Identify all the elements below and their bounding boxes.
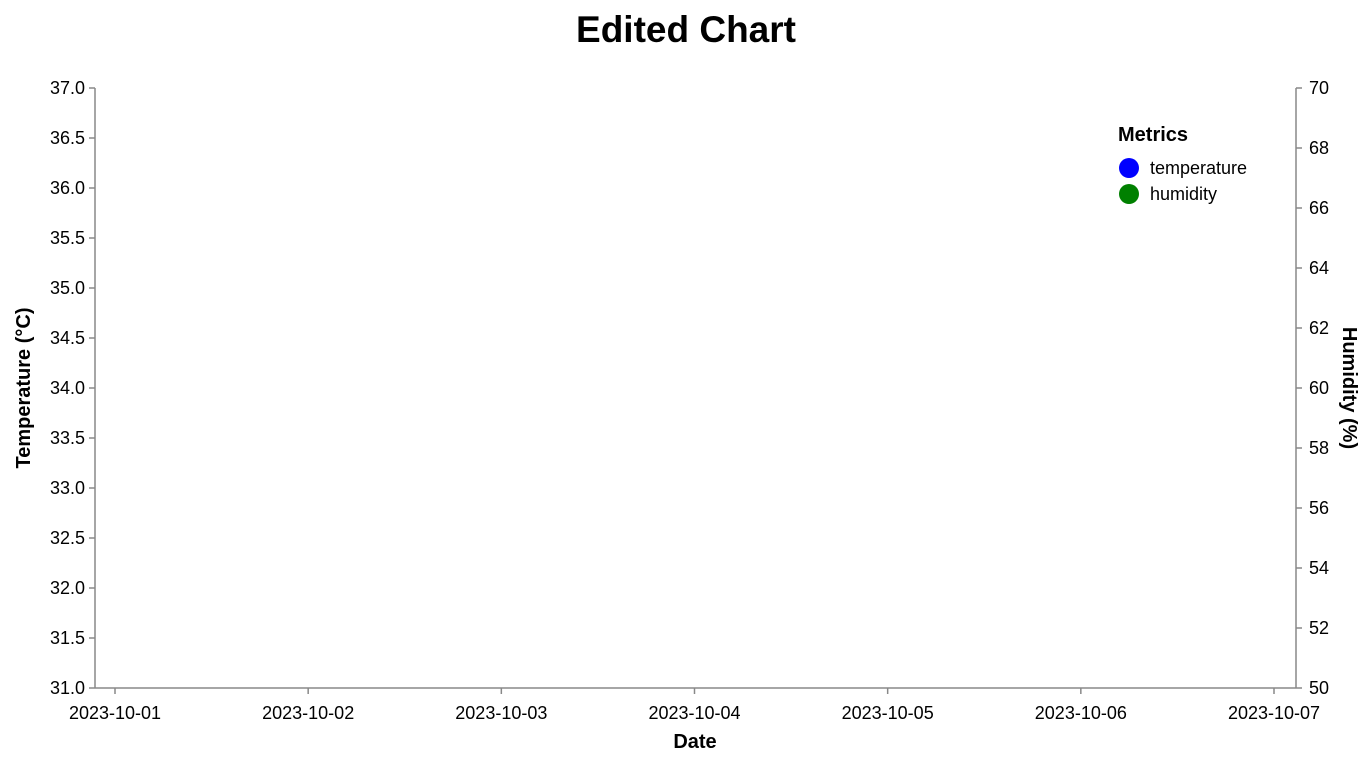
left-y-tick-label: 35.0: [50, 278, 85, 298]
left-y-tick-label: 31.5: [50, 628, 85, 648]
right-y-tick-label: 56: [1309, 498, 1329, 518]
left-y-tick-label: 36.0: [50, 178, 85, 198]
x-tick-label: 2023-10-01: [69, 703, 161, 723]
right-y-tick-label: 66: [1309, 198, 1329, 218]
x-tick-label: 2023-10-02: [262, 703, 354, 723]
legend-swatch-temperature: [1119, 158, 1139, 178]
left-y-tick-label: 33.0: [50, 478, 85, 498]
x-tick-label: 2023-10-05: [842, 703, 934, 723]
right-y-axis-title: Humidity (%): [1338, 327, 1360, 449]
x-tick-label: 2023-10-07: [1228, 703, 1320, 723]
legend-swatch-humidity: [1119, 184, 1139, 204]
left-y-tick-label: 37.0: [50, 78, 85, 98]
right-y-tick-label: 58: [1309, 438, 1329, 458]
right-y-tick-label: 52: [1309, 618, 1329, 638]
right-y-tick-label: 62: [1309, 318, 1329, 338]
left-y-tick-label: 33.5: [50, 428, 85, 448]
x-axis-title: Date: [673, 731, 716, 753]
legend-label-temperature: temperature: [1150, 158, 1247, 178]
legend: Metrics temperature humidity: [1118, 124, 1247, 204]
legend-items: temperature humidity: [1119, 158, 1247, 204]
left-y-tick-label: 32.5: [50, 528, 85, 548]
left-y-tick-label: 31.0: [50, 678, 85, 698]
left-y-tick-label: 35.5: [50, 228, 85, 248]
left-y-tick-label: 32.0: [50, 578, 85, 598]
left-y-tick-label: 34.0: [50, 378, 85, 398]
right-y-axis-ticks: 50 52 54 56 58 60 62 64 66 68 70: [1296, 78, 1329, 698]
right-y-tick-label: 68: [1309, 138, 1329, 158]
plot-area: [94, 88, 1297, 689]
x-tick-label: 2023-10-06: [1035, 703, 1127, 723]
x-tick-label: 2023-10-04: [648, 703, 740, 723]
left-y-axis-title: Temperature (°C): [13, 308, 35, 469]
legend-title: Metrics: [1118, 124, 1188, 146]
x-tick-label: 2023-10-03: [455, 703, 547, 723]
left-y-axis-ticks: 31.0 31.5 32.0 32.5 33.0 33.5 34.0 34.5 35.0 35.5…: [50, 78, 95, 698]
legend-label-humidity: humidity: [1150, 184, 1217, 204]
left-y-tick-label: 36.5: [50, 128, 85, 148]
right-y-tick-label: 70: [1309, 78, 1329, 98]
right-y-tick-label: 50: [1309, 678, 1329, 698]
right-y-tick-label: 64: [1309, 258, 1329, 278]
x-axis-ticks: 2023-10-01 2023-10-02 2023-10-03 2023-10-04…: [69, 688, 1320, 723]
chart-title: Edited Chart: [576, 9, 796, 50]
right-y-tick-label: 54: [1309, 558, 1329, 578]
left-y-tick-label: 34.5: [50, 328, 85, 348]
right-y-tick-label: 60: [1309, 378, 1329, 398]
